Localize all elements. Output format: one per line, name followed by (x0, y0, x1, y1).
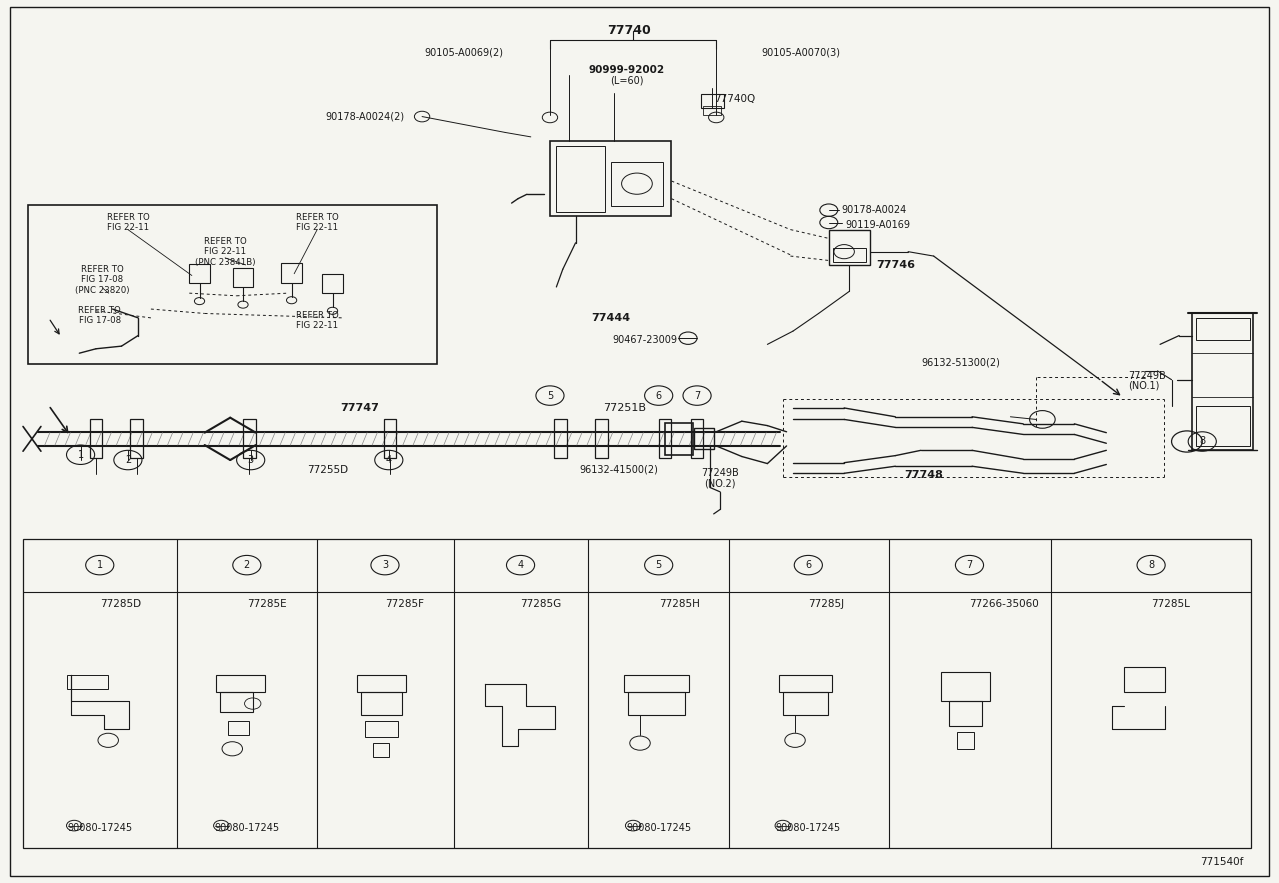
Text: REFER TO
FIG 22-11: REFER TO FIG 22-11 (295, 213, 339, 232)
Bar (595, 419, 608, 458)
Text: 77747: 77747 (340, 403, 379, 413)
Bar (216, 675, 265, 692)
Text: 77444: 77444 (591, 313, 631, 323)
Text: 96132-51300(2): 96132-51300(2) (921, 358, 1000, 368)
Bar (90, 419, 102, 458)
Bar (361, 692, 402, 715)
Bar (1196, 406, 1250, 446)
Text: 90178-A0024(2): 90178-A0024(2) (325, 111, 404, 122)
Text: REFER TO
FIG 22-11
(PNC 23841B): REFER TO FIG 22-11 (PNC 23841B) (194, 237, 256, 267)
Bar (189, 264, 210, 283)
Text: 8: 8 (1200, 436, 1205, 447)
Bar (23, 539, 1251, 848)
Text: 5: 5 (656, 560, 661, 570)
Text: 7: 7 (967, 560, 972, 570)
Bar (701, 94, 724, 108)
Bar (611, 162, 663, 206)
Bar (281, 263, 302, 283)
Bar (228, 721, 248, 735)
Bar (373, 743, 389, 758)
Bar (665, 423, 693, 455)
Text: 3: 3 (248, 455, 253, 465)
Text: 90080-17245: 90080-17245 (215, 823, 279, 834)
Text: 5: 5 (547, 390, 553, 401)
Text: 2: 2 (244, 560, 249, 570)
Bar (624, 675, 689, 692)
Bar (833, 248, 866, 262)
Bar (357, 675, 405, 692)
Text: (NO.2): (NO.2) (705, 478, 735, 488)
Bar (958, 732, 973, 749)
Text: 90080-17245: 90080-17245 (68, 823, 132, 834)
Text: 77285L: 77285L (1151, 599, 1189, 608)
Text: 90105-A0069(2): 90105-A0069(2) (425, 48, 504, 58)
Text: 4: 4 (386, 455, 391, 465)
Text: 6: 6 (806, 560, 811, 570)
Bar (556, 146, 605, 212)
Text: 96132-41500(2): 96132-41500(2) (579, 464, 659, 475)
Text: 90080-17245: 90080-17245 (776, 823, 840, 834)
Text: 77285F: 77285F (385, 599, 423, 608)
Text: 90467-23009: 90467-23009 (613, 335, 678, 345)
Text: 90080-17245: 90080-17245 (627, 823, 691, 834)
Bar (949, 701, 982, 726)
Text: 77740: 77740 (608, 24, 651, 36)
Text: 7: 7 (694, 390, 700, 401)
Bar (68, 675, 109, 690)
Text: 77255D: 77255D (307, 464, 348, 475)
Text: 77249B: 77249B (1128, 371, 1166, 381)
Bar (1196, 318, 1250, 340)
Bar (1124, 667, 1165, 692)
Bar (220, 692, 253, 712)
Text: 90105-A0070(3): 90105-A0070(3) (761, 48, 840, 58)
Bar (130, 419, 143, 458)
Text: REFER TO
FIG 22-11: REFER TO FIG 22-11 (295, 311, 339, 330)
Text: 4: 4 (518, 560, 523, 570)
Bar (691, 419, 703, 458)
Text: 3: 3 (382, 560, 388, 570)
Text: REFER TO
FIG 17-08: REFER TO FIG 17-08 (78, 306, 122, 325)
Text: (L=60): (L=60) (610, 75, 643, 86)
Text: 1: 1 (97, 560, 102, 570)
Text: 77249B: 77249B (701, 468, 739, 479)
Text: 77285H: 77285H (659, 599, 700, 608)
Text: REFER TO
FIG 22-11: REFER TO FIG 22-11 (106, 213, 150, 232)
Bar (779, 675, 831, 692)
Bar (829, 230, 870, 265)
Bar (554, 419, 567, 458)
Bar (243, 419, 256, 458)
Bar (550, 141, 671, 216)
Text: REFER TO
FIG 17-08
(PNC 23820): REFER TO FIG 17-08 (PNC 23820) (75, 265, 129, 295)
Text: 77748: 77748 (904, 470, 943, 480)
Text: 90999-92002: 90999-92002 (588, 64, 665, 75)
Text: 2: 2 (125, 455, 130, 465)
Text: 1: 1 (78, 449, 83, 460)
Bar (941, 673, 990, 701)
Bar (28, 205, 437, 364)
Bar (322, 274, 343, 293)
Text: 77285D: 77285D (100, 599, 141, 608)
Text: 771540f: 771540f (1200, 857, 1243, 867)
Text: 6: 6 (656, 390, 661, 401)
Text: (NO.1): (NO.1) (1128, 381, 1160, 391)
Bar (384, 419, 396, 458)
Text: 77251B: 77251B (602, 403, 646, 413)
Bar (628, 692, 686, 715)
Bar (1192, 313, 1253, 450)
Bar (694, 428, 714, 449)
Text: 77746: 77746 (876, 260, 914, 270)
Text: 77285J: 77285J (808, 599, 844, 608)
Bar (783, 692, 828, 715)
Text: 77285E: 77285E (247, 599, 286, 608)
Text: 77285G: 77285G (521, 599, 561, 608)
Text: 90119-A0169: 90119-A0169 (845, 220, 911, 230)
Bar (703, 106, 721, 115)
Text: 8: 8 (1149, 560, 1154, 570)
Text: 77740Q: 77740Q (714, 94, 755, 104)
Bar (659, 419, 671, 458)
Text: 90178-A0024: 90178-A0024 (842, 205, 907, 215)
Bar (365, 721, 398, 737)
Text: 77266-35060: 77266-35060 (969, 599, 1040, 608)
Bar (233, 268, 253, 287)
